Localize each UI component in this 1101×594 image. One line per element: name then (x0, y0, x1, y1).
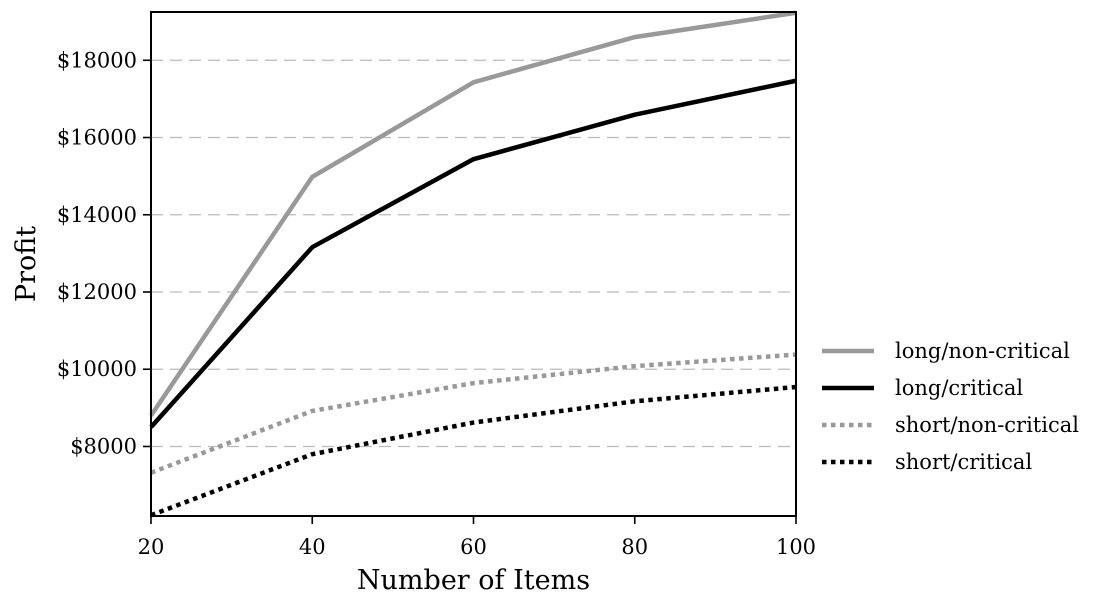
series-lines (149, 10, 797, 518)
y-tick-label: $16000 (57, 126, 137, 150)
plot-frame (150, 11, 797, 517)
y-tick-label: $8000 (70, 434, 137, 458)
y-axis-title: Profit (11, 226, 42, 302)
y-tick-label: $14000 (57, 203, 137, 227)
x-tick-label: 40 (299, 535, 326, 559)
series-line-2 (150, 352, 797, 475)
legend-label: short/non-critical (895, 413, 1079, 437)
x-tick-label: 20 (138, 535, 165, 559)
legend-label: long/critical (895, 376, 1023, 400)
legend-label: long/non-critical (895, 339, 1070, 363)
y-tick-label: $12000 (57, 280, 137, 304)
x-axis-title: Number of Items (357, 565, 590, 594)
x-tick-label: 60 (460, 535, 487, 559)
x-axis: 20 40 60 80 100 (138, 516, 816, 559)
y-tick-label: $18000 (57, 48, 137, 72)
x-tick-label: 100 (776, 535, 816, 559)
series-line-1 (149, 78, 797, 429)
y-axis: $8000 $10000 $12000 $14000 $16000 $18000 (57, 48, 151, 458)
legend: long/non-critical long/critical short/non-… (822, 339, 1079, 474)
grid-lines (151, 59, 796, 448)
series-line-0 (149, 10, 797, 417)
legend-label: short/critical (895, 450, 1032, 474)
x-tick-label: 80 (621, 535, 648, 559)
y-tick-label: $10000 (57, 357, 137, 381)
series-line-3 (150, 384, 797, 518)
